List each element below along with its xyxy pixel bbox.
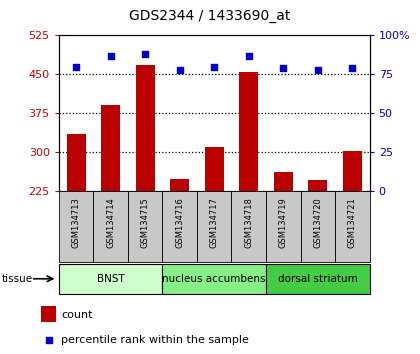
Text: GSM134718: GSM134718 — [244, 197, 253, 248]
Bar — [93, 191, 128, 262]
Bar — [128, 191, 163, 262]
Point — [142, 51, 149, 57]
Bar — [59, 191, 93, 262]
Point — [315, 67, 321, 73]
Bar — [170, 179, 189, 191]
Text: GSM134713: GSM134713 — [71, 197, 81, 248]
Bar — [231, 191, 266, 262]
Bar — [301, 191, 335, 262]
Bar — [101, 105, 120, 191]
Point — [107, 53, 114, 58]
Bar — [136, 65, 155, 191]
Point — [211, 64, 218, 69]
Text: tissue: tissue — [2, 274, 33, 284]
Bar — [274, 172, 293, 191]
Text: GSM134717: GSM134717 — [210, 197, 219, 248]
Bar — [308, 180, 327, 191]
Bar — [197, 191, 231, 262]
Bar — [163, 191, 197, 262]
Bar — [239, 72, 258, 191]
Bar — [343, 151, 362, 191]
Text: dorsal striatum: dorsal striatum — [278, 274, 358, 284]
Point — [349, 65, 356, 71]
Text: count: count — [61, 310, 92, 320]
Bar — [163, 264, 266, 294]
Text: GSM134720: GSM134720 — [313, 197, 322, 247]
Bar — [266, 264, 370, 294]
Bar — [266, 191, 301, 262]
Bar — [41, 306, 56, 322]
Text: GSM134719: GSM134719 — [279, 197, 288, 247]
Point — [280, 65, 286, 71]
Text: GDS2344 / 1433690_at: GDS2344 / 1433690_at — [129, 9, 291, 23]
Text: GSM134721: GSM134721 — [348, 197, 357, 247]
Bar — [205, 147, 224, 191]
Text: GSM134715: GSM134715 — [141, 197, 150, 247]
Bar — [59, 264, 163, 294]
Text: percentile rank within the sample: percentile rank within the sample — [61, 335, 249, 344]
Point — [300, 224, 307, 229]
Text: GSM134716: GSM134716 — [175, 197, 184, 248]
Point — [245, 53, 252, 58]
Bar — [335, 191, 370, 262]
Text: BNST: BNST — [97, 274, 124, 284]
Text: nucleus accumbens: nucleus accumbens — [163, 274, 266, 284]
Bar — [66, 134, 86, 191]
Point — [176, 67, 183, 73]
Point — [73, 64, 79, 69]
Text: GSM134714: GSM134714 — [106, 197, 115, 247]
